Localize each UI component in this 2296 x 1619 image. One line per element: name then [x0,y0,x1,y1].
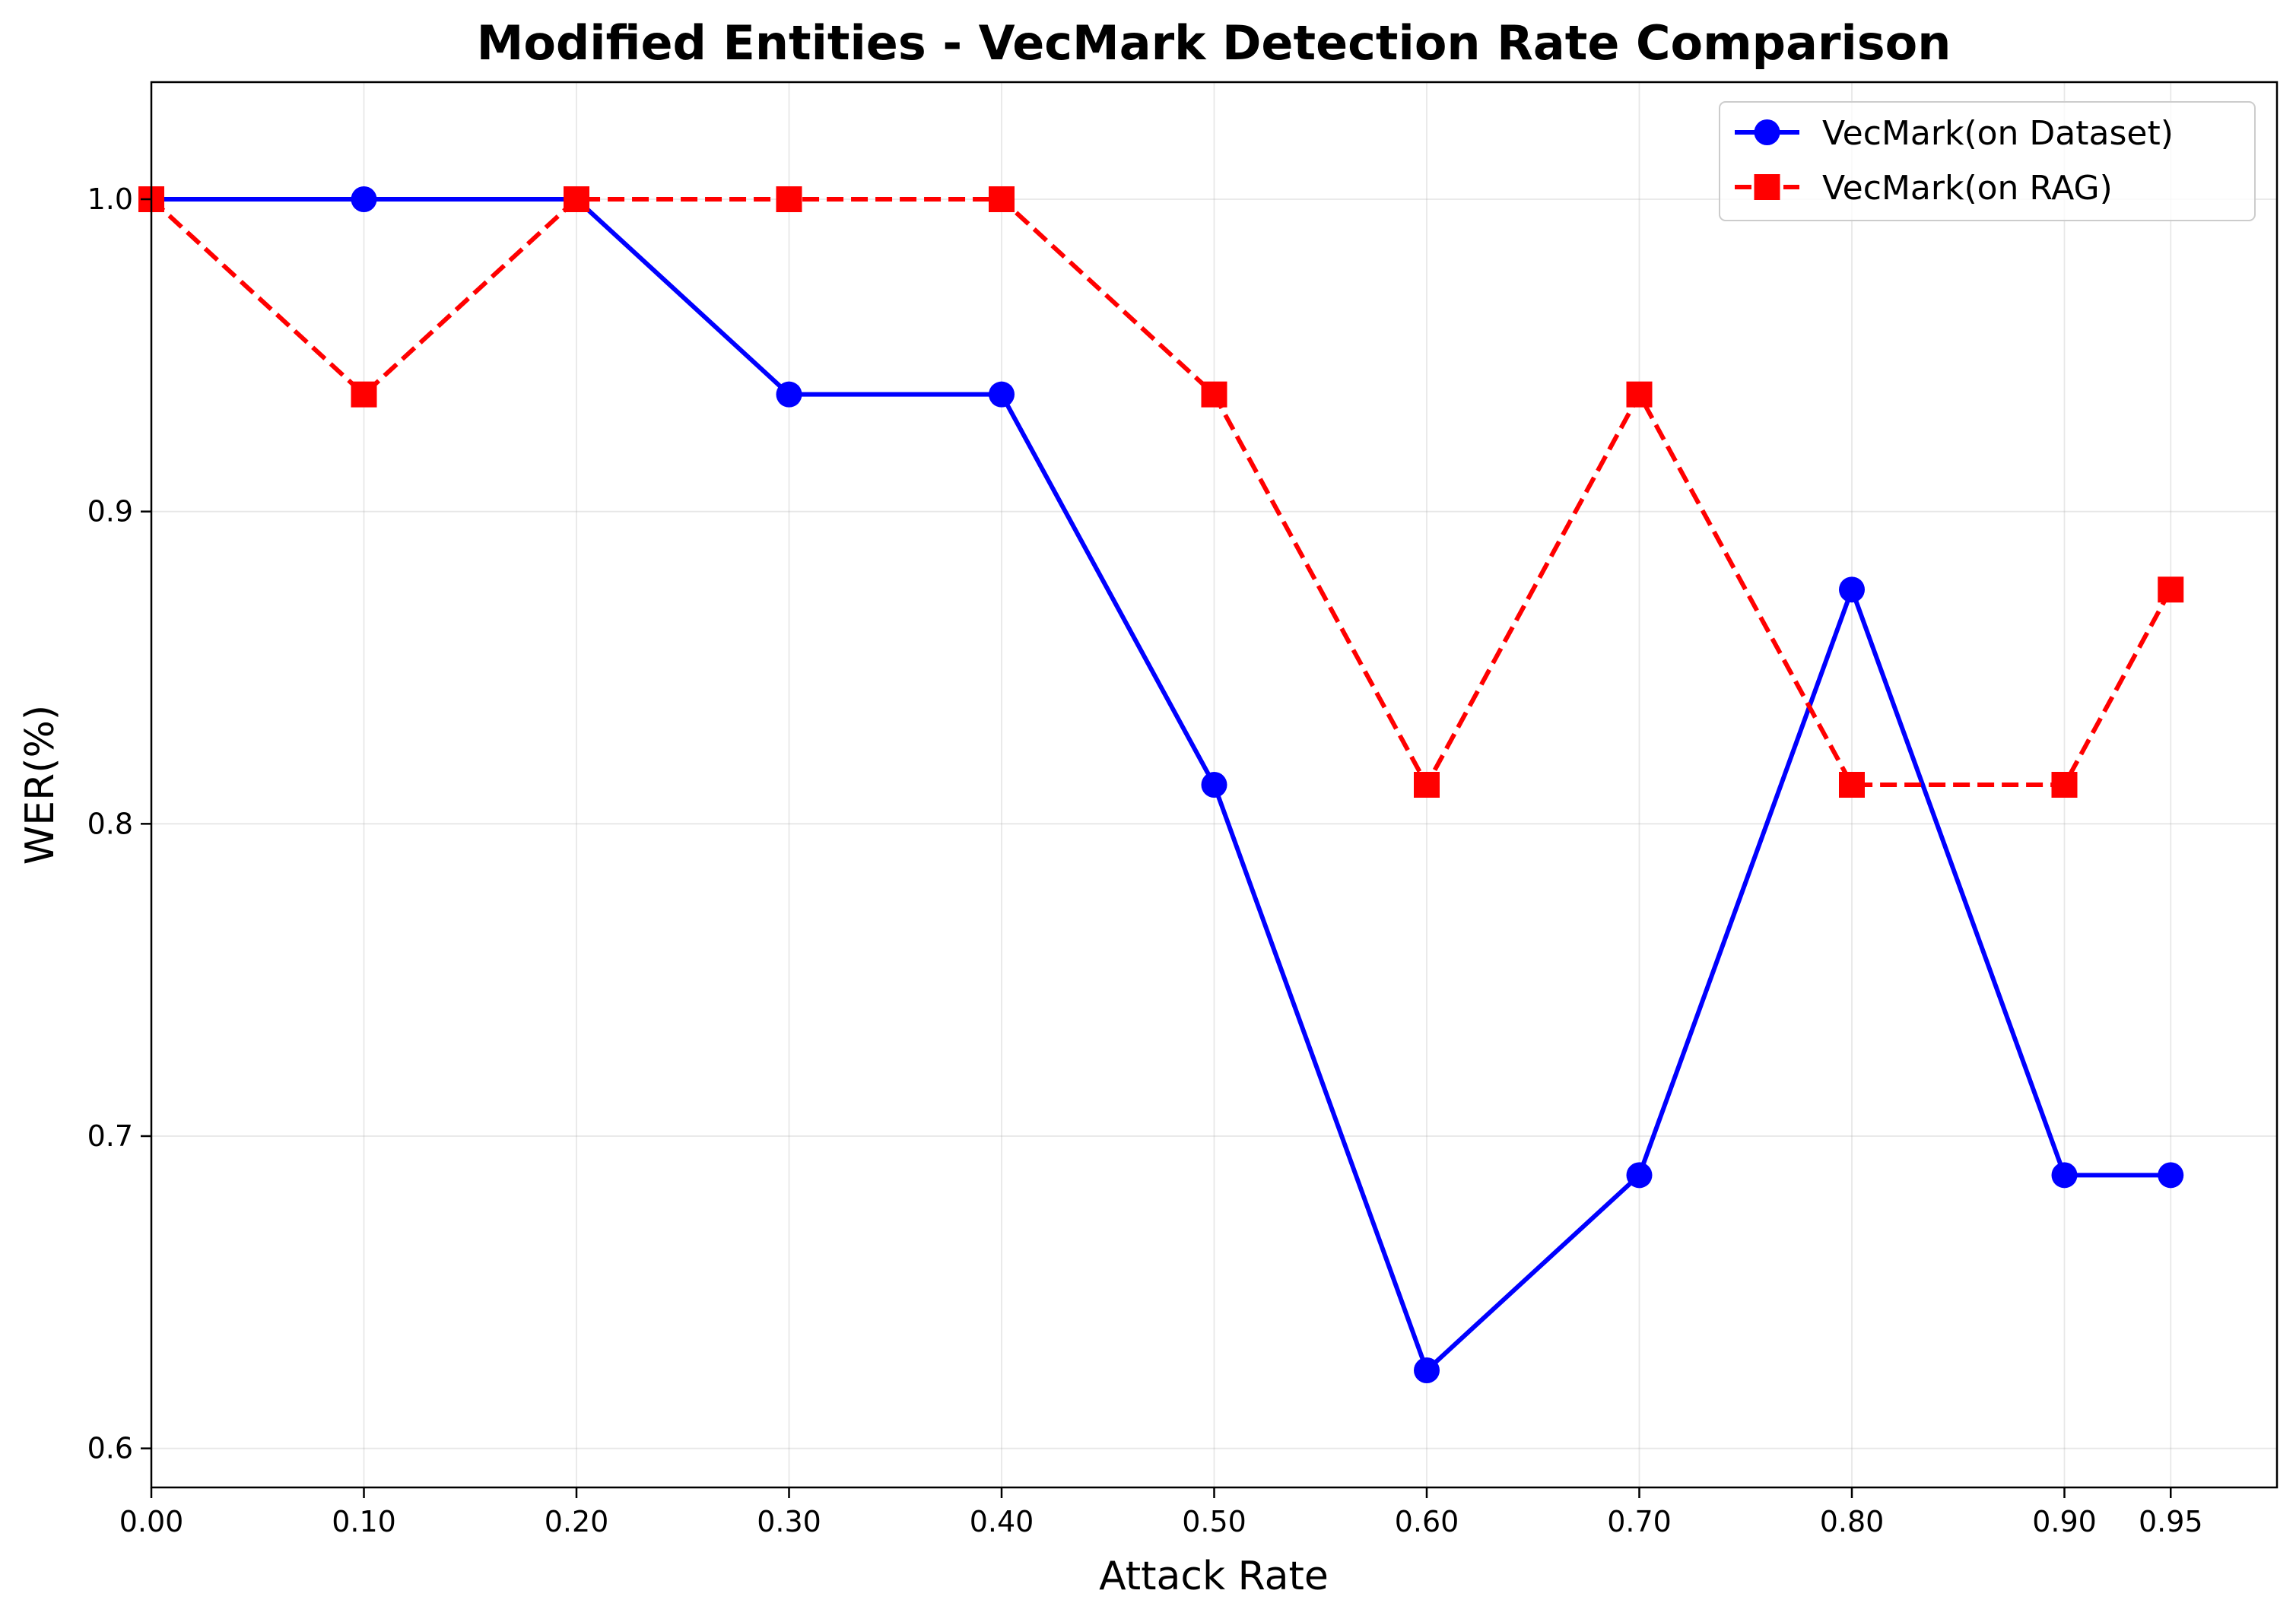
legend-entry: VecMark(on Dataset) [1735,114,2174,153]
data-point [989,381,1015,408]
data-point [351,381,377,408]
x-tick-label: 0.80 [1820,1505,1885,1538]
data-point [1839,576,1865,603]
axis-ticks: 0.00 0.10 0.20 0.30 0.40 0.50 0.60 0.70 0.80 0.90… [87,183,2203,1538]
x-tick-label: 0.20 [545,1505,609,1538]
legend: VecMark(on Dataset) VecMark(on RAG) [1719,101,2256,221]
data-point [2158,1162,2184,1189]
x-axis-label: Attack Rate [1099,1554,1329,1599]
data-point [1201,772,1227,798]
data-point [2051,772,2078,798]
series-dataset [138,186,2184,1383]
y-tick-label: 0.7 [87,1119,133,1153]
x-tick-label: 0.90 [2032,1505,2097,1538]
data-point [1414,1357,1440,1383]
series-rag [138,186,2184,798]
data-point [1626,381,1653,408]
x-tick-label: 0.10 [332,1505,396,1538]
y-tick-label: 0.8 [87,807,133,840]
legend-box [1719,101,2256,221]
chart-title: Modified Entities - VecMark Detection Ra… [477,15,1951,71]
legend-label: VecMark(on Dataset) [1822,114,2174,153]
series-layer [138,186,2184,1383]
data-point [776,186,802,212]
data-point [2051,1162,2078,1189]
x-tick-label: 0.50 [1182,1505,1246,1538]
x-tick-label: 0.00 [119,1505,184,1538]
data-point [1414,772,1440,798]
legend-entry: VecMark(on RAG) [1735,169,2113,208]
data-point [1839,772,1865,798]
data-point [351,186,377,212]
data-point [989,186,1015,212]
x-tick-label: 0.70 [1607,1505,1672,1538]
series-line [149,197,2173,787]
y-tick-label: 0.6 [87,1432,133,1465]
data-point [564,186,589,212]
legend-label: VecMark(on RAG) [1822,169,2113,208]
data-point [776,381,802,408]
legend-marker [1754,174,1780,200]
y-tick-label: 1.0 [87,183,133,216]
x-tick-label: 0.95 [2139,1505,2203,1538]
x-tick-label: 0.30 [757,1505,821,1538]
y-tick-label: 0.9 [87,495,133,529]
x-tick-label: 0.40 [970,1505,1034,1538]
data-point [1626,1162,1653,1189]
y-axis-label: WER(%) [17,705,63,865]
data-point [1201,381,1227,408]
legend-marker [1754,119,1780,145]
x-tick-label: 0.60 [1395,1505,1459,1538]
data-point [2158,576,2184,603]
